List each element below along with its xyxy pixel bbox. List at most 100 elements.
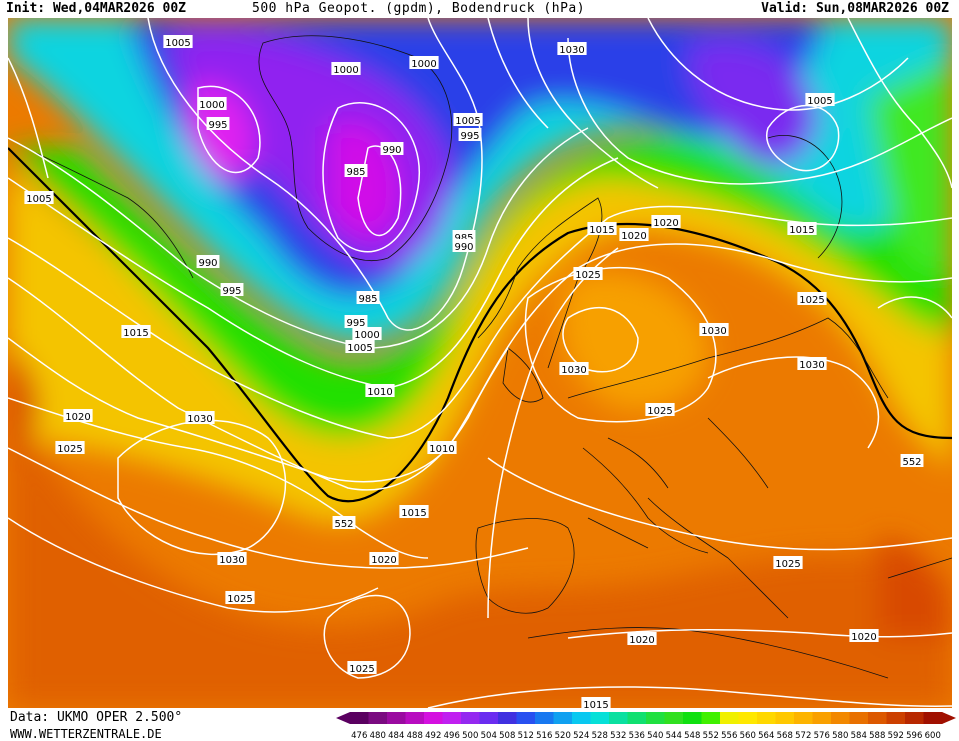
svg-text:1025: 1025 <box>227 594 252 605</box>
svg-text:1020: 1020 <box>621 231 646 242</box>
scale-swatch <box>775 712 795 724</box>
svg-text:1015: 1015 <box>589 225 614 236</box>
weather-map: 1005 1030 1000 1000 1005 1000 995 1005 995 990 985… <box>8 18 952 708</box>
svg-text:1020: 1020 <box>65 412 90 423</box>
isobar-label: 1005 <box>805 93 835 107</box>
svg-text:1020: 1020 <box>851 632 876 643</box>
scale-swatch <box>442 712 462 724</box>
scale-swatch <box>350 712 369 724</box>
svg-text:1030: 1030 <box>187 414 212 425</box>
svg-text:1020: 1020 <box>629 635 654 646</box>
scale-tick-label: 596 <box>906 731 922 741</box>
svg-text:1000: 1000 <box>333 65 358 76</box>
svg-text:1010: 1010 <box>429 444 454 455</box>
isobar-label: 552 <box>332 516 356 530</box>
scale-swatch <box>498 712 517 724</box>
isobar-label: 1020 <box>627 632 657 646</box>
scale-swatch <box>831 712 850 724</box>
scale-swatch <box>424 712 443 724</box>
scale-tick-label: 588 <box>869 731 885 741</box>
isobar-label: 995 <box>458 128 482 142</box>
scale-swatch <box>794 712 813 724</box>
svg-text:1030: 1030 <box>219 555 244 566</box>
scale-tick-label: 500 <box>462 731 478 741</box>
svg-text:1000: 1000 <box>411 59 436 70</box>
isobar-label: 1025 <box>573 267 603 281</box>
isobar-label: 1015 <box>787 222 817 236</box>
scale-tick-label: 504 <box>481 731 497 741</box>
scale-swatch <box>387 712 406 724</box>
scale-tick-label: 556 <box>721 731 737 741</box>
isobar-label: 990 <box>380 142 404 156</box>
color-scale: 476 480 484 488 492 496 500 504 508 512 516 520 524 5… <box>336 712 956 741</box>
svg-text:1005: 1005 <box>26 194 51 205</box>
scale-swatch <box>553 712 573 724</box>
scale-arrow-right <box>942 712 956 724</box>
svg-text:995: 995 <box>346 318 365 329</box>
svg-text:990: 990 <box>382 145 401 156</box>
scale-tick-label: 576 <box>814 731 830 741</box>
isobar-label: 1025 <box>773 556 803 570</box>
scale-tick-label: 548 <box>684 731 700 741</box>
svg-text:1025: 1025 <box>647 406 672 417</box>
isobar-labels: 1005 1030 1000 1000 1005 1000 995 1005 995 990 985… <box>24 35 924 708</box>
isobar-label: 995 <box>344 315 368 329</box>
scale-tick-label: 544 <box>666 731 682 741</box>
svg-text:1015: 1015 <box>401 508 426 519</box>
svg-text:995: 995 <box>460 131 479 142</box>
isobar-label: 995 <box>206 117 230 131</box>
svg-text:1005: 1005 <box>455 116 480 127</box>
isobar-label: 985 <box>344 164 368 178</box>
scale-swatch <box>738 712 758 724</box>
scale-swatch <box>868 712 887 724</box>
svg-text:1000: 1000 <box>199 100 224 111</box>
scale-tick-label: 528 <box>592 731 608 741</box>
svg-text:985: 985 <box>454 233 473 244</box>
isobar-label: 1005 <box>453 113 483 127</box>
isobar-label: 1025 <box>797 292 827 306</box>
isobar-label: 1005 <box>163 35 193 49</box>
isobar-label: 1030 <box>217 552 247 566</box>
isobar-label: 1020 <box>619 228 649 242</box>
isobar-label: 1030 <box>797 357 827 371</box>
isobar-label: 1020 <box>651 215 681 229</box>
isobar-label: 1010 <box>427 441 457 455</box>
isobar-label: 1025 <box>347 661 377 675</box>
scale-swatch <box>720 712 739 724</box>
isobar-label: 1005 <box>24 191 54 205</box>
scale-swatch <box>461 712 480 724</box>
scale-swatch <box>572 712 591 724</box>
map-footer: Data: UKMO OPER 2.500° WWW.WETTERZENTRAL… <box>0 708 959 741</box>
svg-text:1030: 1030 <box>799 360 824 371</box>
scale-swatch <box>701 712 721 724</box>
scale-tick-label: 580 <box>832 731 848 741</box>
scale-tick-label: 484 <box>388 731 404 741</box>
scale-arrow-left <box>336 712 350 724</box>
scale-swatch <box>646 712 665 724</box>
scale-tick-label: 552 <box>703 731 719 741</box>
svg-text:1015: 1015 <box>789 225 814 236</box>
scale-tick-label: 568 <box>777 731 793 741</box>
scale-tick-label: 512 <box>518 731 534 741</box>
isobar-label: 1030 <box>559 362 589 376</box>
scale-tick-label: 560 <box>740 731 756 741</box>
isobar-label: 1005 <box>345 340 375 354</box>
valid-time: Valid: Sun,08MAR2026 00Z <box>761 1 949 16</box>
scale-swatch <box>627 712 647 724</box>
svg-text:552: 552 <box>902 457 921 468</box>
svg-text:1010: 1010 <box>367 387 392 398</box>
svg-text:985: 985 <box>346 167 365 178</box>
svg-text:1025: 1025 <box>775 559 800 570</box>
scale-swatch <box>609 712 628 724</box>
isobar-label: 1015 <box>121 325 151 339</box>
scale-swatch <box>405 712 425 724</box>
isobar-label: 1020 <box>369 552 399 566</box>
contour-552 <box>8 147 952 503</box>
isobar-label: 995 <box>220 283 244 297</box>
svg-text:1030: 1030 <box>701 326 726 337</box>
scale-tick-label: 508 <box>499 731 515 741</box>
svg-text:1020: 1020 <box>653 218 678 229</box>
svg-text:1030: 1030 <box>559 45 584 56</box>
scale-tick-label: 600 <box>925 731 941 741</box>
svg-text:985: 985 <box>358 294 377 305</box>
